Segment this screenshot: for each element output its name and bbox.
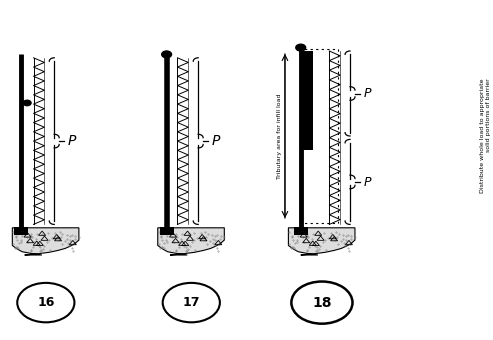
Circle shape	[163, 283, 220, 322]
Bar	[160, 227, 174, 235]
Text: Tributary area for infill load: Tributary area for infill load	[277, 93, 282, 179]
Circle shape	[291, 282, 352, 324]
Text: P: P	[212, 134, 220, 148]
Bar	[14, 227, 28, 235]
Text: 16: 16	[37, 296, 55, 309]
Bar	[303, 51, 313, 150]
Circle shape	[162, 51, 172, 58]
Polygon shape	[12, 228, 79, 255]
Circle shape	[296, 44, 306, 51]
Polygon shape	[158, 228, 224, 255]
Circle shape	[17, 283, 74, 322]
Circle shape	[23, 100, 31, 106]
Text: P: P	[68, 134, 76, 148]
Text: P: P	[364, 87, 371, 100]
Text: 18: 18	[312, 295, 332, 310]
Polygon shape	[288, 228, 355, 255]
Bar	[294, 227, 308, 235]
Text: 17: 17	[182, 296, 200, 309]
Text: P: P	[364, 175, 371, 189]
Text: Distribute whole load to appropriate
solid portions of barrier: Distribute whole load to appropriate sol…	[480, 79, 491, 193]
